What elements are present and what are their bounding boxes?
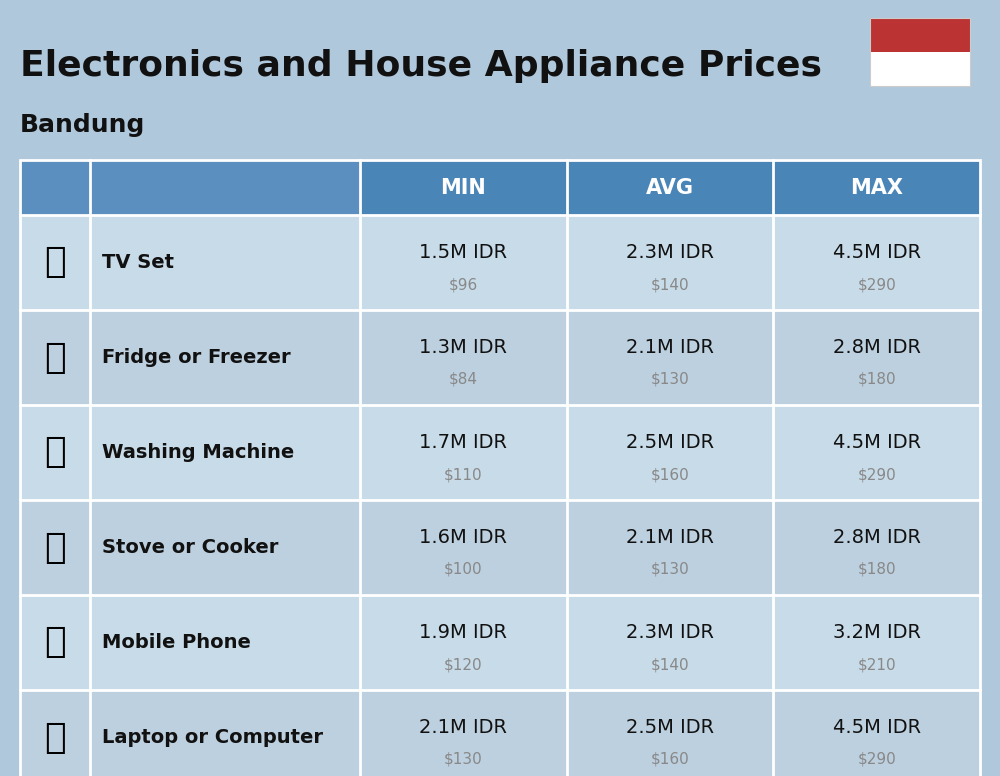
Text: 2.1M IDR: 2.1M IDR bbox=[419, 718, 507, 737]
Bar bbox=[360, 310, 567, 405]
Text: 2.3M IDR: 2.3M IDR bbox=[626, 243, 714, 262]
Bar bbox=[20, 160, 980, 776]
Bar bbox=[90, 215, 360, 310]
Text: 3.2M IDR: 3.2M IDR bbox=[833, 623, 921, 642]
Text: MIN: MIN bbox=[440, 178, 486, 198]
Bar bbox=[90, 310, 360, 405]
Bar bbox=[360, 405, 567, 500]
Text: Bandung: Bandung bbox=[20, 113, 145, 137]
Text: 1.5M IDR: 1.5M IDR bbox=[419, 243, 507, 262]
Text: 2.5M IDR: 2.5M IDR bbox=[626, 718, 714, 737]
Text: 4.5M IDR: 4.5M IDR bbox=[833, 433, 921, 452]
Text: 🫧: 🫧 bbox=[44, 435, 66, 469]
Bar bbox=[90, 595, 360, 690]
Bar bbox=[567, 500, 773, 595]
Text: 1.9M IDR: 1.9M IDR bbox=[419, 623, 507, 642]
Bar bbox=[773, 310, 980, 405]
Bar bbox=[870, 18, 970, 52]
Text: Stove or Cooker: Stove or Cooker bbox=[102, 538, 278, 557]
Text: 2.1M IDR: 2.1M IDR bbox=[626, 528, 714, 547]
Text: AVG: AVG bbox=[646, 178, 694, 198]
Text: 2.5M IDR: 2.5M IDR bbox=[626, 433, 714, 452]
Text: Washing Machine: Washing Machine bbox=[102, 443, 294, 462]
Bar bbox=[567, 405, 773, 500]
Text: $110: $110 bbox=[444, 467, 483, 482]
Bar bbox=[360, 160, 567, 215]
Text: $120: $120 bbox=[444, 657, 483, 672]
Bar bbox=[567, 215, 773, 310]
Text: 📺: 📺 bbox=[44, 245, 66, 279]
Bar bbox=[360, 690, 567, 776]
Text: $84: $84 bbox=[449, 372, 478, 387]
Text: $180: $180 bbox=[857, 562, 896, 577]
Text: 🔥: 🔥 bbox=[44, 531, 66, 564]
Bar bbox=[773, 405, 980, 500]
Text: Electronics and House Appliance Prices: Electronics and House Appliance Prices bbox=[20, 49, 822, 83]
Text: 2.3M IDR: 2.3M IDR bbox=[626, 623, 714, 642]
Bar bbox=[567, 310, 773, 405]
Text: $130: $130 bbox=[651, 562, 689, 577]
Text: $140: $140 bbox=[651, 277, 689, 292]
Bar bbox=[773, 595, 980, 690]
Text: $96: $96 bbox=[449, 277, 478, 292]
Bar bbox=[20, 500, 90, 595]
Bar bbox=[567, 690, 773, 776]
Text: $160: $160 bbox=[651, 752, 689, 767]
Text: Fridge or Freezer: Fridge or Freezer bbox=[102, 348, 291, 367]
Bar bbox=[773, 160, 980, 215]
Bar bbox=[567, 595, 773, 690]
Text: $210: $210 bbox=[857, 657, 896, 672]
Bar bbox=[360, 215, 567, 310]
Text: 1.6M IDR: 1.6M IDR bbox=[419, 528, 507, 547]
Text: Laptop or Computer: Laptop or Computer bbox=[102, 728, 323, 747]
Text: $180: $180 bbox=[857, 372, 896, 387]
Text: 1.7M IDR: 1.7M IDR bbox=[419, 433, 507, 452]
Text: $290: $290 bbox=[857, 467, 896, 482]
Bar bbox=[20, 405, 90, 500]
Text: 4.5M IDR: 4.5M IDR bbox=[833, 243, 921, 262]
Bar bbox=[20, 595, 90, 690]
Text: $130: $130 bbox=[444, 752, 483, 767]
Text: $140: $140 bbox=[651, 657, 689, 672]
Text: 2.8M IDR: 2.8M IDR bbox=[833, 338, 921, 357]
Text: $100: $100 bbox=[444, 562, 483, 577]
Bar bbox=[90, 500, 360, 595]
Bar bbox=[20, 690, 90, 776]
Bar bbox=[870, 52, 970, 86]
Bar bbox=[20, 215, 90, 310]
Bar bbox=[773, 690, 980, 776]
Bar bbox=[870, 18, 970, 86]
Text: 2.1M IDR: 2.1M IDR bbox=[626, 338, 714, 357]
Text: $130: $130 bbox=[651, 372, 689, 387]
Text: 💻: 💻 bbox=[44, 720, 66, 754]
Bar bbox=[773, 500, 980, 595]
Bar bbox=[360, 500, 567, 595]
Text: 🧊: 🧊 bbox=[44, 341, 66, 375]
Text: TV Set: TV Set bbox=[102, 253, 174, 272]
Text: $290: $290 bbox=[857, 752, 896, 767]
Text: Mobile Phone: Mobile Phone bbox=[102, 633, 251, 652]
Text: MAX: MAX bbox=[850, 178, 903, 198]
Bar bbox=[20, 310, 90, 405]
Text: 1.3M IDR: 1.3M IDR bbox=[419, 338, 507, 357]
Text: $160: $160 bbox=[651, 467, 689, 482]
Text: $290: $290 bbox=[857, 277, 896, 292]
Text: 2.8M IDR: 2.8M IDR bbox=[833, 528, 921, 547]
Bar bbox=[90, 405, 360, 500]
Text: 4.5M IDR: 4.5M IDR bbox=[833, 718, 921, 737]
Bar bbox=[567, 160, 773, 215]
Bar bbox=[90, 690, 360, 776]
Bar bbox=[20, 160, 360, 215]
Bar bbox=[360, 595, 567, 690]
Text: 📱: 📱 bbox=[44, 625, 66, 660]
Bar bbox=[773, 215, 980, 310]
